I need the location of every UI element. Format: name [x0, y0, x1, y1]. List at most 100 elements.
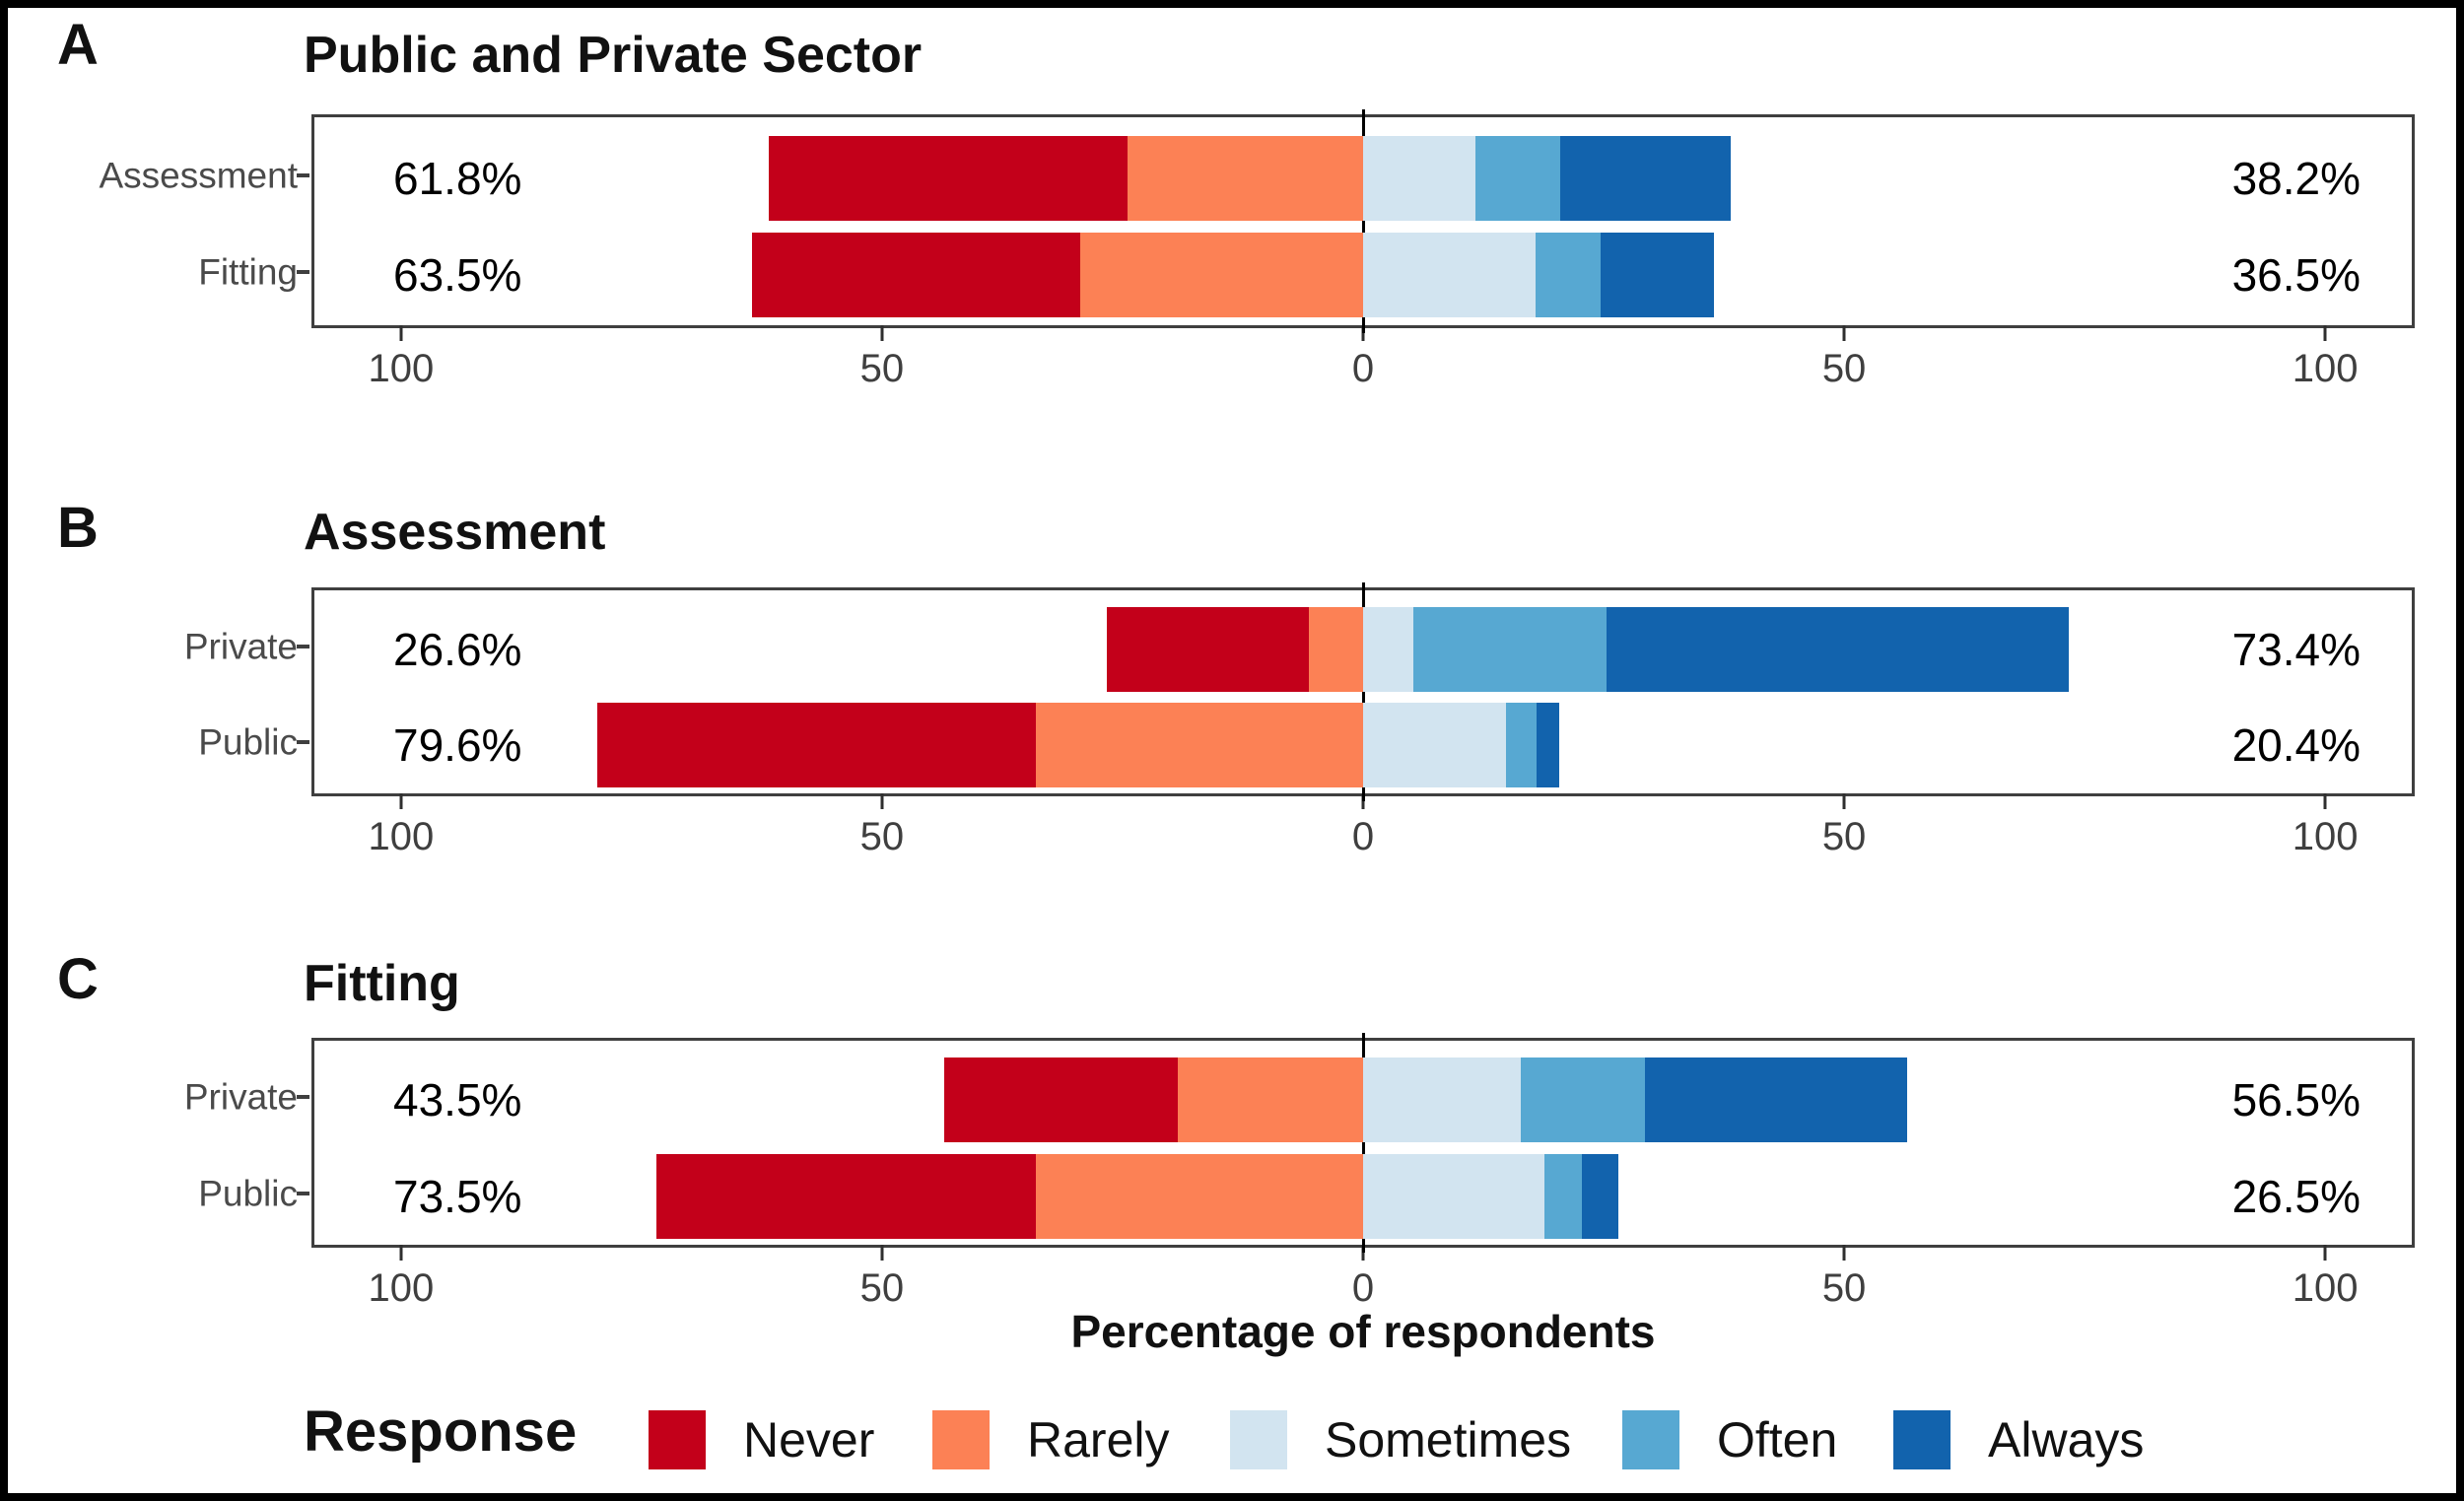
x-axis-tick-mark	[1842, 793, 1846, 809]
bar-segment-rarely	[1036, 703, 1363, 787]
legend-label: Rarely	[1027, 1412, 1170, 1467]
x-axis-tick-label: 0	[1351, 1266, 1375, 1310]
right-total-label: 38.2%	[2231, 153, 2361, 204]
left-total-label: 26.6%	[393, 624, 522, 675]
left-total-label: 63.5%	[393, 249, 522, 301]
left-total-label: 43.5%	[393, 1074, 522, 1126]
x-axis-tick-label: 100	[368, 347, 435, 390]
x-axis-tick-mark	[2323, 793, 2327, 809]
panel-b-letter: B	[57, 496, 99, 560]
bar-segment-sometimes	[1363, 703, 1507, 787]
right-total-label: 56.5%	[2231, 1074, 2361, 1126]
row-axis-tick	[297, 173, 309, 177]
never-swatch-icon	[649, 1410, 706, 1469]
always-swatch-icon	[1893, 1410, 1951, 1469]
bar-c-private	[314, 1058, 2412, 1142]
panel-a-plot: 61.8% 63.5% 38.2% 36.5% 100 50 0 50 100	[311, 109, 2415, 388]
bar-b-public	[314, 703, 2412, 787]
bar-segment-often	[1521, 1058, 1645, 1142]
bar-segment-never	[596, 703, 1037, 787]
left-total-label: 61.8%	[393, 153, 522, 204]
bar-a-fitting	[314, 233, 2412, 317]
panel-c-plot: 43.5% 73.5% 56.5% 26.5% 100 50 0 50 100	[311, 1033, 2415, 1308]
row-label-c-1: Public	[198, 1173, 298, 1214]
x-axis-tick-mark	[1361, 793, 1365, 809]
zero-baseline	[1361, 1033, 1365, 1253]
row-label-a-1: Fitting	[198, 251, 298, 293]
x-axis-tick-label: 100	[368, 815, 435, 858]
legend-label: Always	[1988, 1412, 2145, 1467]
row-axis-tick	[297, 1192, 309, 1195]
legend-label: Sometimes	[1325, 1412, 1572, 1467]
bar-segment-rarely	[1036, 1154, 1363, 1239]
bar-segment-always	[1560, 136, 1731, 221]
legend-title: Response	[304, 1399, 578, 1464]
x-axis-tick-mark	[2323, 1245, 2327, 1261]
panel-a-letter: A	[57, 13, 99, 77]
x-axis-tick-label: 50	[1821, 815, 1867, 858]
x-axis-tick-label: 50	[859, 1266, 905, 1310]
x-axis-tick-label: 50	[859, 347, 905, 390]
bar-segment-often	[1535, 233, 1602, 317]
zero-baseline	[1361, 582, 1365, 801]
bar-segment-never	[655, 1154, 1037, 1239]
x-axis-tick-mark	[1842, 325, 1846, 341]
bar-segment-sometimes	[1363, 233, 1536, 317]
right-total-label: 26.5%	[2231, 1171, 2361, 1222]
row-axis-tick	[297, 270, 309, 274]
row-axis-tick	[297, 645, 309, 648]
bar-segment-always	[1645, 1058, 1907, 1142]
row-label-b-1: Public	[198, 721, 298, 763]
bar-segment-always	[1606, 607, 2070, 692]
sometimes-swatch-icon	[1230, 1410, 1287, 1469]
x-axis-tick-mark	[880, 793, 884, 809]
bar-segment-sometimes	[1363, 1154, 1545, 1239]
bar-segment-rarely	[1177, 1058, 1363, 1142]
panel-c-title: Fitting	[304, 955, 460, 1012]
row-label-a-0: Assessment	[99, 155, 298, 196]
row-label-c-0: Private	[183, 1076, 298, 1118]
x-axis-tick-mark	[1361, 1245, 1365, 1261]
right-total-label: 20.4%	[2231, 719, 2361, 771]
x-axis-tick-label: 50	[1821, 347, 1867, 390]
x-axis-tick-mark	[880, 325, 884, 341]
bar-segment-sometimes	[1363, 1058, 1522, 1142]
row-label-b-0: Private	[183, 626, 298, 667]
bar-segment-never	[768, 136, 1128, 221]
bar-segment-sometimes	[1363, 136, 1476, 221]
bar-segment-never	[1107, 607, 1310, 692]
bar-segment-rarely	[1309, 607, 1363, 692]
bar-segment-rarely	[1080, 233, 1363, 317]
x-axis-tick-mark	[1361, 325, 1365, 341]
right-total-label: 73.4%	[2231, 624, 2361, 675]
x-axis-tick-label: 100	[2292, 1266, 2359, 1310]
zero-baseline	[1361, 109, 1365, 333]
legend-label: Often	[1717, 1412, 1838, 1467]
x-axis-tick-label: 50	[859, 815, 905, 858]
bar-segment-always	[1601, 233, 1715, 317]
bar-segment-never	[944, 1058, 1178, 1142]
x-axis-tick-label: 100	[2292, 347, 2359, 390]
bar-segment-rarely	[1127, 136, 1363, 221]
x-axis-tick-mark	[399, 325, 403, 341]
bar-segment-always	[1581, 1154, 1618, 1239]
x-axis-tick-label: 0	[1351, 815, 1375, 858]
x-axis-tick-label: 0	[1351, 347, 1375, 390]
x-axis-tick-mark	[2323, 325, 2327, 341]
panel-b-plot: 26.6% 79.6% 73.4% 20.4% 100 50 0 50 100	[311, 582, 2415, 856]
row-axis-tick	[297, 740, 309, 744]
bar-segment-never	[752, 233, 1080, 317]
bar-segment-often	[1475, 136, 1561, 221]
bar-segment-often	[1544, 1154, 1582, 1239]
bar-c-public	[314, 1154, 2412, 1239]
panel-b-title: Assessment	[304, 504, 606, 561]
x-axis-tick-mark	[1842, 1245, 1846, 1261]
right-total-label: 36.5%	[2231, 249, 2361, 301]
row-axis-tick	[297, 1095, 309, 1099]
left-total-label: 79.6%	[393, 719, 522, 771]
bar-b-private	[314, 607, 2412, 692]
bar-segment-often	[1506, 703, 1537, 787]
left-total-label: 73.5%	[393, 1171, 522, 1222]
panel-a-title: Public and Private Sector	[304, 27, 923, 84]
